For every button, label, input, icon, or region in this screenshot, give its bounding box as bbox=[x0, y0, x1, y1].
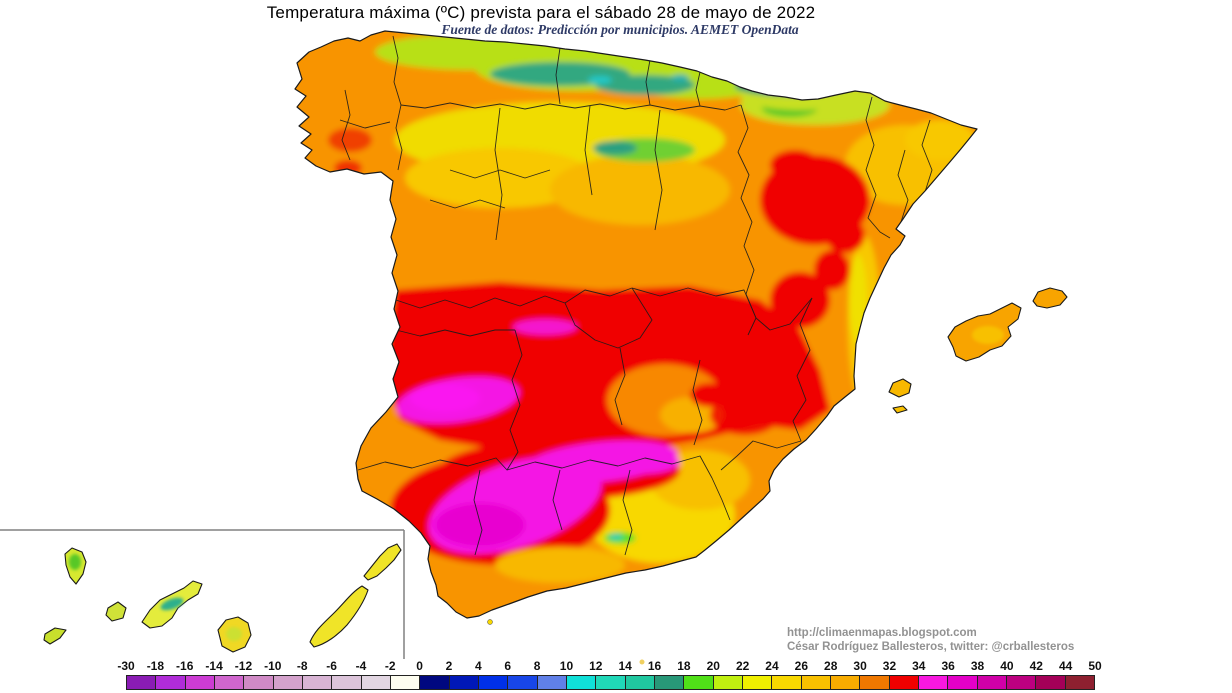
legend-swatch bbox=[1006, 676, 1037, 689]
legend-swatch bbox=[244, 676, 274, 689]
legend-swatch bbox=[801, 676, 831, 689]
legend-tick-label: 26 bbox=[794, 659, 809, 673]
attribution-url: http://climaenmapas.blogspot.com bbox=[787, 627, 977, 639]
mainland-temperature-field bbox=[295, 31, 977, 618]
legend-tick-label: -8 bbox=[296, 659, 308, 673]
legend-swatch bbox=[390, 676, 421, 689]
legend-tick-labels: -30 -18 -16 -14 -12 -10 -8 -6 -4 -2 0 2 4 6 8 10 12 14 16 1… bbox=[117, 659, 1101, 674]
legend-swatch bbox=[566, 676, 597, 689]
legend-swatch bbox=[625, 676, 655, 689]
legend-tick-label: 50 bbox=[1088, 659, 1102, 673]
legend-swatch bbox=[654, 676, 685, 689]
legend-swatch bbox=[127, 676, 157, 689]
legend-tick-label: 42 bbox=[1029, 659, 1043, 673]
legend-tick-label: 28 bbox=[824, 659, 838, 673]
melilla-dot bbox=[639, 659, 645, 665]
legend-tick-label: 18 bbox=[677, 659, 691, 673]
legend-tick-label: 6 bbox=[504, 659, 512, 673]
menorca-island bbox=[1032, 287, 1068, 309]
legend-swatch bbox=[332, 676, 362, 689]
legend-tick-label: 14 bbox=[618, 659, 632, 673]
ibiza-island bbox=[888, 378, 912, 398]
legend-swatch bbox=[1065, 676, 1094, 689]
legend-tick-label: 24 bbox=[765, 659, 779, 673]
legend-swatch bbox=[918, 676, 949, 689]
mainland-coastline bbox=[294, 30, 978, 619]
legend-tick-label: -6 bbox=[326, 659, 337, 673]
legend-tick-label: 0 bbox=[416, 659, 423, 673]
legend-tick-label: -10 bbox=[264, 659, 282, 673]
legend-swatch bbox=[185, 676, 215, 689]
legend-tick-label: 16 bbox=[647, 659, 662, 673]
legend-tick-label: 40 bbox=[1000, 659, 1014, 673]
legend-swatch bbox=[420, 676, 450, 689]
legend-tick-label: 44 bbox=[1058, 659, 1073, 673]
legend-swatch bbox=[449, 676, 479, 689]
page-subtitle: Fuente de datos: Predicción por municipi… bbox=[441, 22, 799, 37]
attribution-author: César Rodríguez Ballesteros, twitter: @c… bbox=[787, 641, 1075, 653]
legend-tick-label: 8 bbox=[533, 659, 541, 673]
legend-swatch bbox=[361, 676, 391, 689]
attribution: http://climaenmapas.blogspot.com César R… bbox=[787, 626, 1074, 654]
legend-tick-label: -2 bbox=[384, 659, 396, 673]
legend-tick-label: 12 bbox=[589, 659, 603, 673]
ceuta-dot bbox=[487, 619, 493, 625]
legend-swatch bbox=[273, 676, 303, 689]
legend-swatch bbox=[830, 676, 861, 689]
legend-swatch bbox=[977, 676, 1007, 689]
legend-swatch bbox=[478, 676, 509, 689]
legend-tick-label: 2 bbox=[445, 659, 453, 673]
page-title: Temperatura máxima (ºC) prevista para el… bbox=[266, 3, 816, 22]
legend-tick-label: 4 bbox=[475, 659, 482, 673]
canary-islands bbox=[43, 543, 402, 653]
legend-swatch bbox=[772, 676, 802, 689]
legend-tick-label: 10 bbox=[559, 659, 574, 673]
legend-tick-label: -12 bbox=[234, 659, 253, 673]
legend-swatch bbox=[860, 676, 890, 689]
lanzarote-island bbox=[363, 543, 402, 581]
formentera-island bbox=[892, 405, 908, 414]
province-borders bbox=[339, 35, 933, 556]
legend-tick-label: -4 bbox=[355, 659, 367, 673]
legend-tick-label: 34 bbox=[912, 659, 926, 673]
legend-swatch bbox=[214, 676, 245, 689]
legend-swatch bbox=[537, 676, 567, 689]
legend-tick-label: 38 bbox=[970, 659, 985, 673]
legend-swatch bbox=[684, 676, 714, 689]
legend-tick-label: -18 bbox=[146, 659, 165, 673]
legend-swatch bbox=[302, 676, 333, 689]
legend-swatch bbox=[1036, 676, 1066, 689]
legend-tick-label: 32 bbox=[882, 659, 897, 673]
legend-swatch bbox=[742, 676, 773, 689]
canary-inset-border bbox=[0, 529, 405, 659]
legend-tick-label: 36 bbox=[941, 659, 955, 673]
fuerteventura-island bbox=[309, 585, 369, 648]
la-gomera-island bbox=[105, 601, 127, 622]
legend-color-bar bbox=[126, 675, 1095, 690]
legend-swatch bbox=[948, 676, 978, 689]
legend-tick-label: 30 bbox=[853, 659, 867, 673]
legend-swatch bbox=[508, 676, 538, 689]
legend-tick-label: 22 bbox=[735, 659, 750, 673]
legend-swatch bbox=[889, 676, 919, 689]
balearic-islands bbox=[888, 287, 1068, 414]
legend-swatch bbox=[713, 676, 743, 689]
legend-swatch bbox=[156, 676, 186, 689]
temperature-legend: -30 -18 -16 -14 -12 -10 -8 -6 -4 -2 0 2 4 6 8 10 12 14 16 1… bbox=[117, 659, 1102, 690]
legend-swatch bbox=[596, 676, 626, 689]
legend-tick-label: -30 bbox=[117, 659, 135, 673]
legend-tick-label: -16 bbox=[176, 659, 194, 673]
legend-tick-label: 20 bbox=[706, 659, 720, 673]
el-hierro-island bbox=[43, 627, 67, 645]
legend-tick-label: -14 bbox=[205, 659, 223, 673]
